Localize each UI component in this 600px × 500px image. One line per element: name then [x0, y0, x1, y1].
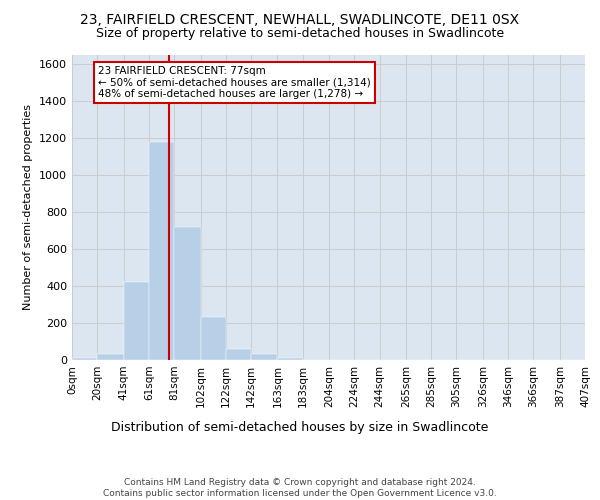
Text: 23, FAIRFIELD CRESCENT, NEWHALL, SWADLINCOTE, DE11 0SX: 23, FAIRFIELD CRESCENT, NEWHALL, SWADLIN…: [80, 12, 520, 26]
Text: Size of property relative to semi-detached houses in Swadlincote: Size of property relative to semi-detach…: [96, 28, 504, 40]
Text: Distribution of semi-detached houses by size in Swadlincote: Distribution of semi-detached houses by …: [112, 421, 488, 434]
Text: 23 FAIRFIELD CRESCENT: 77sqm
← 50% of semi-detached houses are smaller (1,314)
4: 23 FAIRFIELD CRESCENT: 77sqm ← 50% of se…: [98, 66, 371, 99]
Bar: [97, 354, 124, 360]
Bar: [174, 227, 200, 360]
Bar: [72, 358, 97, 360]
Bar: [277, 358, 302, 360]
Bar: [226, 349, 251, 360]
Y-axis label: Number of semi-detached properties: Number of semi-detached properties: [23, 104, 34, 310]
Bar: [149, 142, 174, 360]
Bar: [124, 282, 149, 360]
Bar: [200, 318, 226, 360]
Text: Contains HM Land Registry data © Crown copyright and database right 2024.
Contai: Contains HM Land Registry data © Crown c…: [103, 478, 497, 498]
Bar: [251, 354, 277, 360]
